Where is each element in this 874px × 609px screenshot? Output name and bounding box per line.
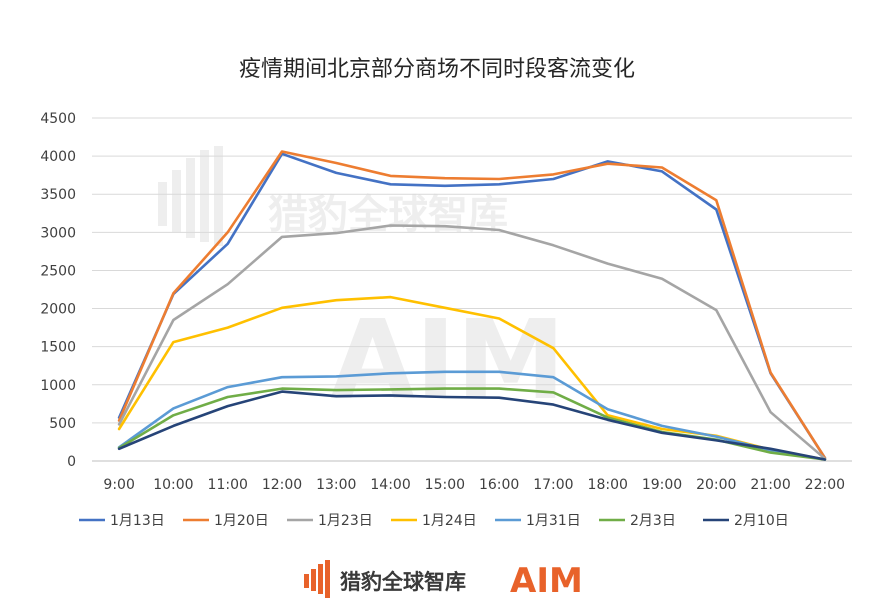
legend-item: 2月3日 <box>599 513 676 529</box>
y-tick-label: 500 <box>49 416 76 432</box>
series-line <box>117 370 827 461</box>
footer-logo-icon <box>304 560 330 598</box>
legend-label: 2月10日 <box>734 513 789 529</box>
x-tick-label: 18:00 <box>588 477 628 493</box>
series-line <box>117 152 827 460</box>
series-line <box>117 390 827 461</box>
x-tick-label: 11:00 <box>208 477 248 493</box>
x-tick-label: 12:00 <box>262 477 302 493</box>
y-tick-label: 4000 <box>40 149 76 165</box>
legend-label: 2月3日 <box>630 513 676 529</box>
series-lines <box>117 150 827 461</box>
legend: 1月13日 1月20日 1月23日 1月24日 1月31日 2月3日 2月10日 <box>79 513 789 529</box>
chart-title: 疫情期间北京部分商场不同时段客流变化 <box>239 57 635 82</box>
legend-label: 1月23日 <box>318 513 373 529</box>
y-tick-label: 1000 <box>40 378 76 394</box>
x-axis: 9:00 10:00 11:00 12:00 13:00 14:00 15:00 16:00 1… <box>103 477 845 493</box>
footer-branding: 猎豹全球智库 AIM <box>304 560 583 601</box>
legend-item: 1月24日 <box>391 513 477 529</box>
legend-label: 1月31日 <box>526 513 581 529</box>
legend-label: 1月13日 <box>110 513 165 529</box>
x-tick-label: 13:00 <box>316 477 356 493</box>
x-tick-label: 14:00 <box>370 477 410 493</box>
x-tick-label: 21:00 <box>750 477 790 493</box>
x-tick-label: 16:00 <box>479 477 519 493</box>
legend-item: 1月13日 <box>79 513 165 529</box>
footer-brand-text: 猎豹全球智库 <box>340 570 466 594</box>
legend-label: 1月20日 <box>214 513 269 529</box>
series-line <box>117 150 827 460</box>
legend-item: 1月31日 <box>495 513 581 529</box>
watermark: 猎豹全球智库 AIM <box>158 146 566 424</box>
legend-item: 1月23日 <box>287 513 373 529</box>
y-axis: 0 500 1000 1500 2000 2500 3000 3500 4000 4500 <box>40 111 76 470</box>
legend-label: 1月24日 <box>422 513 477 529</box>
x-tick-label: 19:00 <box>642 477 682 493</box>
x-tick-label: 15:00 <box>425 477 465 493</box>
x-tick-label: 20:00 <box>696 477 736 493</box>
x-tick-label: 9:00 <box>103 477 134 493</box>
series-line <box>117 224 827 461</box>
legend-item: 2月10日 <box>703 513 789 529</box>
y-tick-label: 3000 <box>40 225 76 241</box>
footer-aim-text: AIM <box>510 561 583 601</box>
y-tick-label: 2500 <box>40 263 76 279</box>
y-tick-label: 0 <box>67 454 76 470</box>
watermark-aim-text: AIM <box>330 296 566 424</box>
x-tick-label: 10:00 <box>153 477 193 493</box>
y-tick-label: 1500 <box>40 340 76 356</box>
watermark-brand-text: 猎豹全球智库 <box>268 192 508 238</box>
y-tick-label: 2000 <box>40 302 76 318</box>
x-tick-label: 22:00 <box>805 477 845 493</box>
gridlines <box>92 117 852 462</box>
x-tick-label: 17:00 <box>533 477 573 493</box>
y-tick-label: 4500 <box>40 111 76 127</box>
watermark-logo-icon <box>158 146 223 246</box>
y-tick-label: 3500 <box>40 187 76 203</box>
legend-item: 1月20日 <box>183 513 269 529</box>
